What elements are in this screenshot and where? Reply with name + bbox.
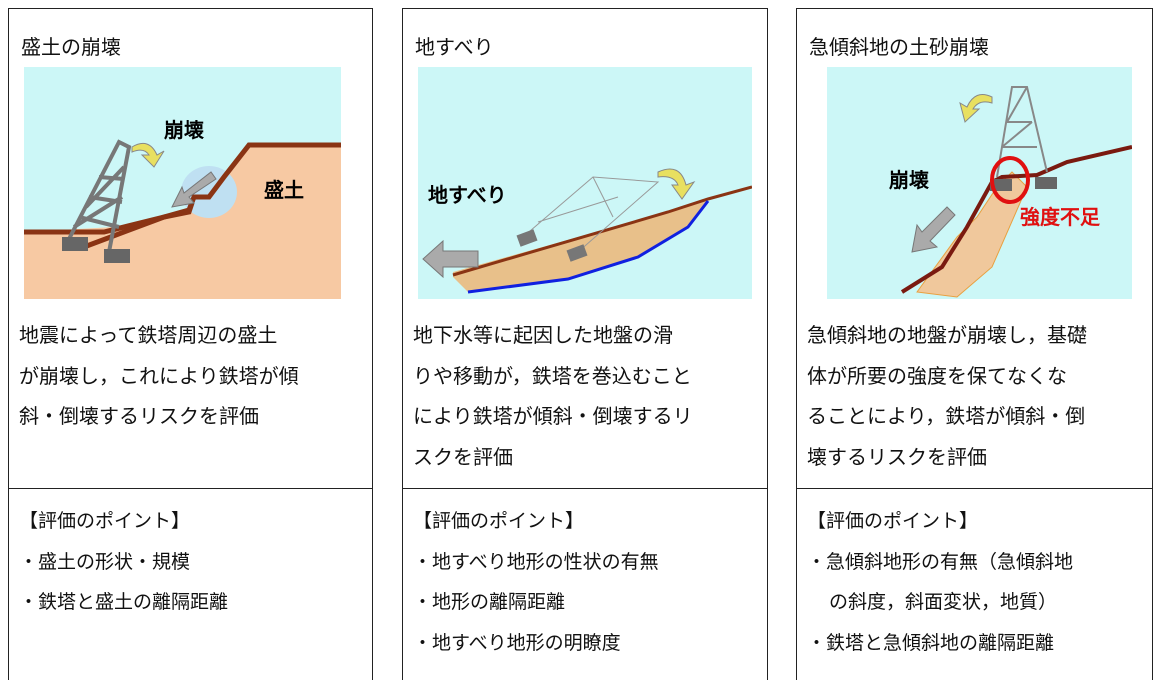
divider (9, 488, 372, 489)
figure: 崩壊 強度不足 (827, 67, 1132, 299)
point: の斜度，斜面変状，地質） (829, 591, 1058, 613)
points: 【評価のポイント】 ・盛土の形状・規模 ・鉄塔と盛土の離隔距離 (19, 501, 228, 623)
column: 地すべり 地すべり 地下水等に起因した地盤の滑 りや移動が，鉄塔を巻込むこと に… (402, 8, 768, 680)
text-line: スクを評価 (413, 444, 513, 469)
column-title: 急傾斜地の土砂崩壊 (809, 35, 989, 59)
text-line: 地下水等に起因した地盤の滑 (413, 323, 673, 347)
text-line: 地震によって鉄塔周辺の盛土 (19, 323, 278, 347)
figure-label: 地すべり (428, 183, 507, 207)
points: 【評価のポイント】 ・地すべり地形の性状の有無 ・地形の離隔距離 ・地すべり地形… (413, 501, 659, 663)
point: ・急傾斜地形の有無（急傾斜地 (807, 550, 1074, 573)
point: ・鉄塔と急傾斜地の離隔距離 (807, 631, 1055, 654)
text-line: 斜・倒壊するリスクを評価 (19, 404, 259, 428)
figure-label: 盛土 (264, 178, 304, 202)
point: ・地形の離隔距離 (413, 591, 566, 613)
figure-label: 崩壊 (889, 168, 930, 192)
description: 急傾斜地の地盤が崩壊し，基礎 体が所要の強度を保てなくな ることにより，鉄塔が傾… (807, 315, 1087, 477)
column-title: 盛土の崩壊 (21, 35, 121, 59)
figure: 地すべり (418, 67, 752, 299)
figure: 崩壊 盛土 (24, 67, 341, 299)
text-line: 体が所要の強度を保てなくな (807, 363, 1067, 388)
text-line: が崩壊し，これにより鉄塔が傾 (19, 363, 299, 388)
divider (797, 488, 1152, 489)
figure-label: 崩壊 (164, 118, 205, 142)
point: ・鉄塔と盛土の離隔距離 (19, 591, 229, 613)
point: ・地すべり地形の明瞭度 (413, 631, 621, 654)
points: 【評価のポイント】 ・急傾斜地形の有無（急傾斜地 の斜度，斜面変状，地質） ・鉄… (807, 501, 1073, 663)
point: ・盛土の形状・規模 (19, 550, 191, 573)
points-heading: 【評価のポイント】 (807, 510, 979, 532)
text-line: ることにより，鉄塔が傾斜・倒 (807, 404, 1086, 428)
text-line: りや移動が，鉄塔を巻込むこと (413, 363, 692, 388)
description: 地震によって鉄塔周辺の盛土 が崩壊し，これにより鉄塔が傾 斜・倒壊するリスクを評… (19, 315, 299, 437)
point: ・地すべり地形の性状の有無 (413, 550, 659, 573)
points-heading: 【評価のポイント】 (19, 510, 191, 532)
divider (403, 488, 767, 489)
text-line: 壊するリスクを評価 (807, 444, 987, 469)
text-line: により鉄塔が傾斜・倒壊するリ (413, 404, 693, 428)
text-line: 急傾斜地の地盤が崩壊し，基礎 (807, 323, 1087, 347)
column: 急傾斜地の土砂崩壊 崩壊 強度不足 急傾斜地の地盤が崩壊し，基礎 体が所要の強度… (796, 8, 1153, 680)
column-title: 地すべり (415, 35, 494, 59)
description: 地下水等に起因した地盤の滑 りや移動が，鉄塔を巻込むこと により鉄塔が傾斜・倒壊… (413, 315, 693, 477)
figure-label: 強度不足 (1020, 205, 1101, 229)
column: 盛土の崩壊 崩壊 盛土 地震によって鉄塔周辺の盛土 が崩壊し，これにより鉄塔が傾… (8, 8, 373, 680)
points-heading: 【評価のポイント】 (413, 510, 585, 532)
